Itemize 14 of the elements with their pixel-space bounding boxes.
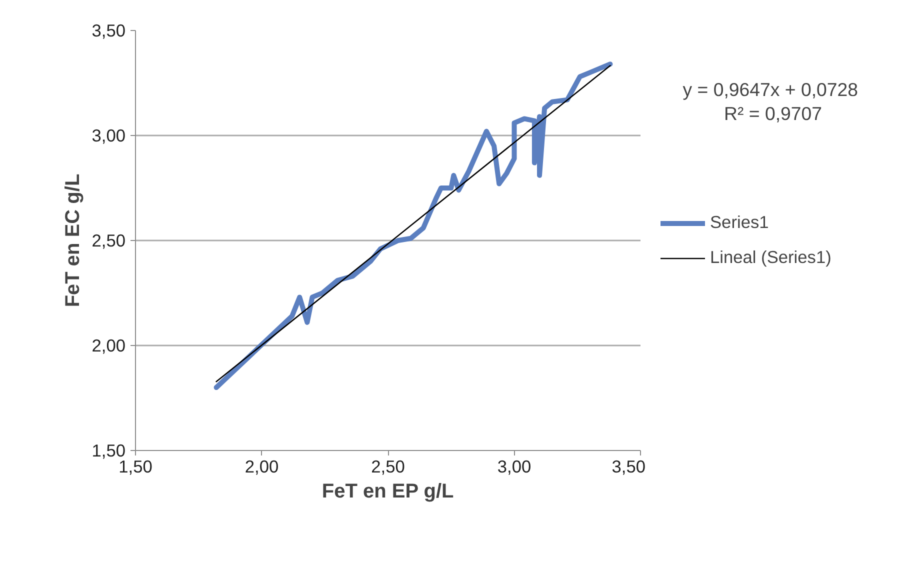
y-tick-label: 3,50: [92, 20, 126, 40]
y-axis-title: FeT en EC g/L: [62, 174, 84, 308]
y-tick-label: 2,50: [92, 230, 126, 250]
y-tick-label: 2,00: [92, 336, 126, 356]
x-tick-label: 2,00: [244, 456, 279, 476]
text: R² = 0,9707: [724, 103, 822, 124]
x-axis-title: FeT en EP g/L: [322, 480, 454, 502]
text: y = 0,9647x + 0,0728: [682, 78, 858, 100]
x-tick-label: 2,50: [371, 456, 405, 476]
legend-label: Lineal (Series1): [710, 247, 832, 268]
x-tick-label: 3,00: [497, 456, 532, 476]
x-tick-label: 3,50: [612, 456, 646, 476]
legend-label: Series1: [710, 212, 769, 233]
y-tick-label: 3,00: [92, 126, 126, 146]
